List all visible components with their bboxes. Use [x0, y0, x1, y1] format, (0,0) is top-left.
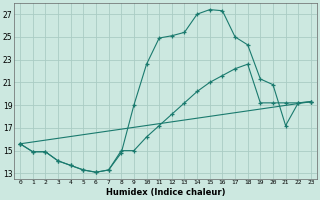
X-axis label: Humidex (Indice chaleur): Humidex (Indice chaleur) [106, 188, 225, 197]
